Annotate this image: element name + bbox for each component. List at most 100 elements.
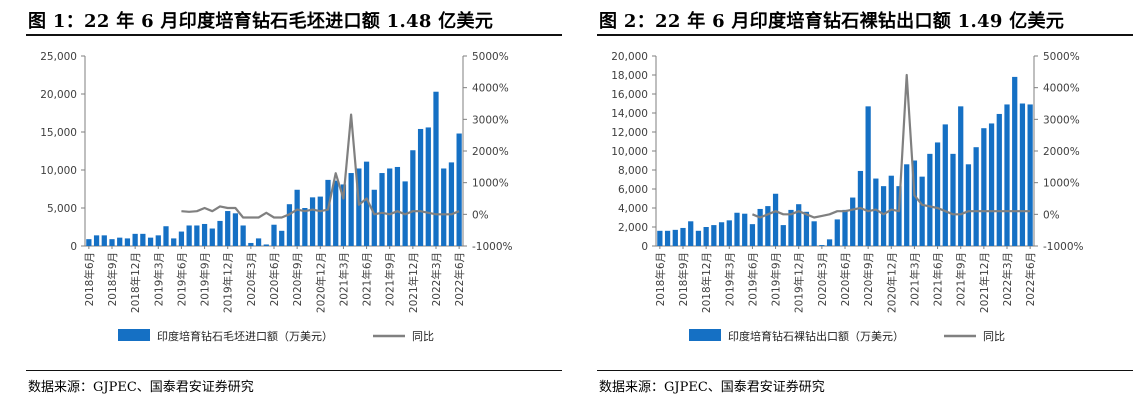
- bar: [340, 184, 347, 246]
- x-tick-label: 2019年12月: [793, 252, 806, 313]
- bar: [757, 208, 763, 246]
- left-tick-label: 6,000: [618, 184, 648, 196]
- legend-bar-label: 印度培育钻石毛坯进口额（万美元）: [157, 329, 333, 343]
- right-tick-label: 4000%: [1043, 83, 1080, 95]
- bar: [788, 209, 794, 246]
- x-tick-label: 2021年12月: [978, 252, 991, 313]
- x-tick-label: 2022年6月: [453, 252, 466, 306]
- x-tick-label: 2018年12月: [700, 252, 713, 313]
- bar: [803, 211, 810, 246]
- left-tick-label: 18,000: [611, 70, 648, 82]
- bar: [86, 239, 92, 246]
- left-tick-label: 10,000: [611, 146, 648, 158]
- right-tick-label: 0%: [1043, 209, 1060, 221]
- x-tick-label: 2020年6月: [839, 252, 852, 306]
- bar: [1019, 103, 1026, 246]
- legend-line-label: 同比: [412, 330, 434, 343]
- bar: [695, 230, 702, 246]
- bar: [302, 208, 308, 246]
- figure-title: 图 2：22 年 6 月印度培育钻石裸钻出口额 1.49 亿美元: [599, 11, 1065, 32]
- legend-line-label: 同比: [983, 330, 1005, 343]
- bar: [379, 173, 385, 246]
- right-tick-label: -1000%: [1043, 241, 1084, 253]
- bar: [780, 225, 786, 246]
- bar: [448, 162, 455, 246]
- bar: [356, 168, 362, 246]
- right-tick-label: 3000%: [472, 114, 509, 126]
- left-tick-label: 5,000: [47, 203, 77, 215]
- bar: [927, 153, 933, 246]
- bar: [850, 197, 856, 246]
- bar: [363, 161, 370, 246]
- x-tick-label: 2021年6月: [361, 252, 374, 306]
- bar: [880, 186, 887, 246]
- bar: [387, 168, 393, 246]
- bar: [703, 227, 709, 246]
- x-tick-label: 2020年3月: [245, 252, 258, 306]
- x-tick-label: 2022年3月: [430, 252, 443, 306]
- bar: [171, 238, 177, 246]
- bar: [286, 204, 293, 246]
- bar: [263, 244, 269, 246]
- title-rule: [26, 34, 562, 36]
- bar: [371, 189, 377, 246]
- right-tick-label: 2000%: [1043, 146, 1080, 158]
- bar: [711, 225, 717, 246]
- bar: [109, 239, 115, 246]
- bar: [734, 212, 740, 246]
- x-tick-label: 2021年3月: [908, 252, 921, 306]
- x-tick-label: 2022年6月: [1024, 252, 1037, 306]
- bar: [279, 230, 285, 246]
- left-tick-label: 12,000: [611, 127, 648, 139]
- bar: [988, 123, 995, 246]
- bar: [950, 153, 956, 246]
- bar: [317, 196, 323, 246]
- left-tick-label: 15,000: [40, 127, 77, 139]
- bar: [958, 106, 964, 246]
- bar: [456, 133, 462, 246]
- x-tick-label: 2018年6月: [654, 252, 667, 306]
- yoy-line: [751, 73, 1031, 219]
- source-rule: [597, 370, 1133, 371]
- bar: [132, 233, 138, 246]
- x-tick-label: 2020年3月: [816, 252, 829, 306]
- x-tick-label: 2021年9月: [955, 252, 968, 306]
- bar: [163, 226, 169, 246]
- x-tick-label: 2018年9月: [677, 252, 690, 306]
- bar: [101, 235, 107, 246]
- bar: [826, 239, 833, 246]
- left-tick-label: 20,000: [611, 51, 648, 63]
- bar: [155, 235, 161, 246]
- right-tick-label: 2000%: [472, 146, 509, 158]
- bar: [394, 166, 401, 246]
- bar: [240, 225, 246, 246]
- bar: [726, 220, 732, 246]
- bar: [117, 237, 123, 246]
- x-tick-label: 2020年6月: [268, 252, 281, 306]
- bar: [209, 228, 215, 246]
- bar: [996, 113, 1002, 246]
- right-tick-label: 4000%: [472, 83, 509, 95]
- right-tick-label: 5000%: [472, 51, 509, 63]
- legend-bar-label: 印度培育钻石裸钻出口额（万美元）: [728, 329, 904, 343]
- bar: [942, 124, 948, 246]
- bar: [271, 224, 277, 246]
- right-tick-label: 0%: [472, 209, 489, 221]
- bar: [1004, 104, 1010, 246]
- legend-bar-swatch: [689, 329, 721, 341]
- bar: [425, 127, 431, 246]
- yoy-line: [181, 113, 460, 219]
- x-tick-label: 2018年12月: [129, 252, 142, 313]
- x-tick-label: 2019年3月: [152, 252, 165, 306]
- bar: [93, 235, 100, 246]
- x-tick-label: 2019年9月: [770, 252, 783, 306]
- bar: [842, 209, 848, 246]
- x-tick-label: 2021年6月: [932, 252, 945, 306]
- bar: [201, 223, 208, 246]
- bar: [796, 204, 802, 246]
- bar: [819, 245, 825, 246]
- right-tick-label: 3000%: [1043, 114, 1080, 126]
- bar: [186, 225, 192, 246]
- bar: [765, 206, 771, 246]
- left-tick-label: 16,000: [611, 89, 648, 101]
